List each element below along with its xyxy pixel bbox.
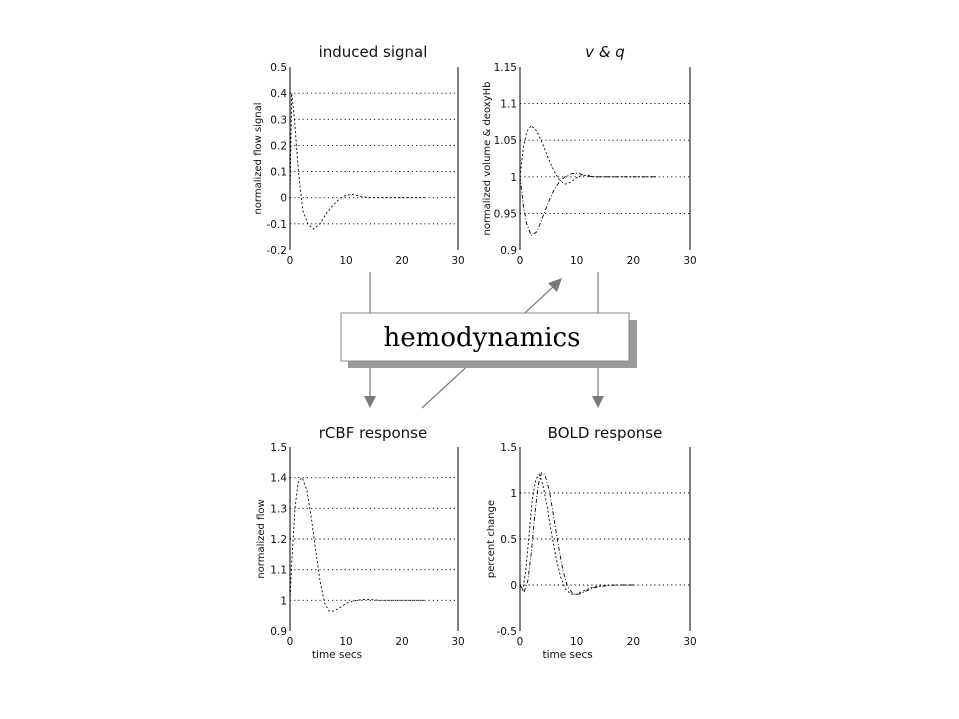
x-tick-label: 10 xyxy=(570,636,583,648)
y-axis-label: percent change xyxy=(486,500,497,578)
x-tick-label: 20 xyxy=(395,636,408,648)
x-tick-label: 20 xyxy=(395,255,408,267)
chart-vq: 0.9 0.95 1 1.05 1.1 1.15 0 10 20 30 v & q normalize… xyxy=(482,43,697,267)
y-tick-label: 1.3 xyxy=(270,503,287,515)
x-tick-label: 30 xyxy=(683,255,696,267)
y-axis-label: normalized flow signal xyxy=(253,102,264,214)
series-line-2 xyxy=(519,472,634,595)
y-tick-label: 0.2 xyxy=(270,140,287,152)
series-line-1 xyxy=(519,124,656,185)
x-tick-label: 30 xyxy=(451,636,464,648)
x-tick-label: 0 xyxy=(287,255,294,267)
x-axis-label: time secs xyxy=(542,649,592,661)
y-axis-label: normalized volume & deoxyHb xyxy=(482,82,493,236)
y-tick-label: 1 xyxy=(280,595,287,607)
y-tick-label: 1 xyxy=(510,488,517,500)
y-tick-label: -0.5 xyxy=(497,626,518,638)
chart-title: v & q xyxy=(585,43,625,61)
y-tick-label: -0.2 xyxy=(267,245,288,257)
y-tick-label: 0.5 xyxy=(500,534,517,546)
x-tick-label: 10 xyxy=(570,255,583,267)
series-line-1 xyxy=(519,473,634,595)
chart-title: induced signal xyxy=(319,43,428,61)
y-tick-label: 1.4 xyxy=(270,473,287,485)
chart-title: BOLD response xyxy=(548,424,663,442)
y-tick-label: 0 xyxy=(280,193,287,205)
y-tick-label: 1.5 xyxy=(270,442,287,454)
arrow-diagonal-head xyxy=(548,278,562,292)
y-tick-label: 0.9 xyxy=(270,626,287,638)
y-tick-label: 1.15 xyxy=(494,62,517,74)
x-tick-label: 30 xyxy=(451,255,464,267)
x-tick-label: 0 xyxy=(517,255,524,267)
arrow-induced-down-head xyxy=(364,396,376,408)
y-tick-label: 0.3 xyxy=(270,114,287,126)
y-tick-label: 0.1 xyxy=(270,167,287,179)
y-tick-label: 0.4 xyxy=(270,88,287,100)
chart-title: rCBF response xyxy=(319,424,427,442)
y-tick-label: 0.9 xyxy=(500,245,517,257)
y-tick-label: -0.1 xyxy=(267,219,288,231)
y-tick-label: 0.5 xyxy=(270,62,287,74)
hemodynamics-box-frame xyxy=(340,312,630,362)
chart-rcbf: 0.9 1 1.1 1.2 1.3 1.4 1.5 0 10 20 30 rCBF response n… xyxy=(256,424,465,661)
x-tick-label: 20 xyxy=(627,636,640,648)
y-tick-label: 0.95 xyxy=(494,208,517,220)
x-tick-label: 10 xyxy=(339,636,352,648)
series-line-1 xyxy=(289,93,425,230)
x-tick-label: 30 xyxy=(683,636,696,648)
y-tick-label: 1.5 xyxy=(500,442,517,454)
y-tick-label: 1.05 xyxy=(494,135,517,147)
x-tick-label: 20 xyxy=(627,255,640,267)
x-tick-label: 10 xyxy=(339,255,352,267)
y-tick-label: 0 xyxy=(510,580,517,592)
hemodynamics-label: hemodynamics xyxy=(384,323,581,353)
chart-induced: -0.2 -0.1 0 0.1 0.2 0.3 0.4 0.5 0 10 20 30 induced s… xyxy=(253,43,465,267)
y-tick-label: 1.1 xyxy=(270,565,287,577)
arrow-vq-down-head xyxy=(592,396,604,408)
series-line-1 xyxy=(289,476,425,612)
y-tick-label: 1.1 xyxy=(500,99,517,111)
hemodynamics-box: hemodynamics xyxy=(340,312,637,368)
x-axis-label: time secs xyxy=(312,649,362,661)
x-tick-label: 0 xyxy=(287,636,294,648)
y-tick-label: 1 xyxy=(510,172,517,184)
x-tick-label: 0 xyxy=(517,636,524,648)
series-line-2 xyxy=(519,172,656,237)
y-axis-label: normalized flow xyxy=(256,499,267,578)
y-tick-label: 1.2 xyxy=(270,534,287,546)
